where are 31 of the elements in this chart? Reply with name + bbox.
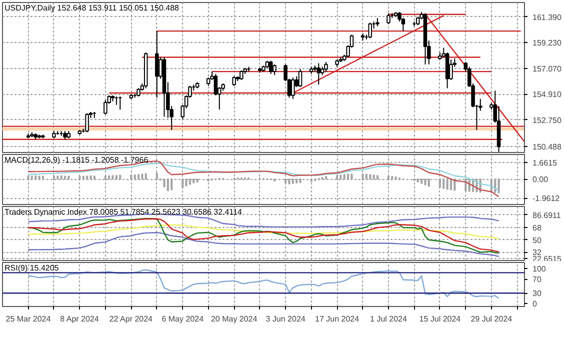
chart-title: MACD(12,26,9) -1.1815 -1.2058 -1.7966 xyxy=(4,156,149,164)
x-tick-label: 1 Jul 2024 xyxy=(370,314,408,324)
y-tick-label: 50 xyxy=(532,236,542,245)
x-tick-label: 6 May 2024 xyxy=(162,314,204,324)
x-tick-label: 8 Apr 2024 xyxy=(60,314,100,324)
y-tick-label: 154.910 xyxy=(532,90,562,100)
y-tick-label: 159.230 xyxy=(532,38,562,48)
y-tick-label: 161.390 xyxy=(532,12,562,22)
y-tick-label: 86.6911 xyxy=(532,210,562,220)
y-tick-label: 0.00 xyxy=(532,175,549,184)
x-tick-label: 20 May 2024 xyxy=(210,314,258,324)
y-tick-label: 0 xyxy=(532,300,538,309)
x-tick-label: 15 Jul 2024 xyxy=(419,314,462,324)
y-tick-label: 32 xyxy=(532,248,542,258)
chart-title: Traders Dynamic Index 78.0085 51.7854 25.5623 30.6586 32.4114 xyxy=(4,208,243,216)
y-tick-label: 152.750 xyxy=(532,116,562,125)
x-tick-label: 17 Jun 2024 xyxy=(315,314,360,324)
x-tick-label: 25 Mar 2024 xyxy=(6,314,52,324)
y-tick-label: 68 xyxy=(532,224,542,233)
y-tick-label: 100 xyxy=(532,264,546,274)
chart-title: USDJPY,Daily 152.648 153.911 150.051 150.488 xyxy=(4,4,180,12)
y-tick-label: 157.070 xyxy=(532,64,562,74)
x-tick-label: 3 Jun 2024 xyxy=(266,314,306,324)
y-tick-label: -1.9612 xyxy=(532,194,560,204)
y-tick-label: 150.488 xyxy=(532,142,562,152)
y-tick-label: 30 xyxy=(532,289,542,298)
y-tick-label: 70 xyxy=(532,275,542,284)
x-tick-label: 29 Jul 2024 xyxy=(470,314,513,324)
x-tick-label: 22 Apr 2024 xyxy=(109,314,154,324)
y-tick-label: 1.6615 xyxy=(532,158,558,168)
chart-title: RSI(9) 15.4205 xyxy=(4,264,60,272)
